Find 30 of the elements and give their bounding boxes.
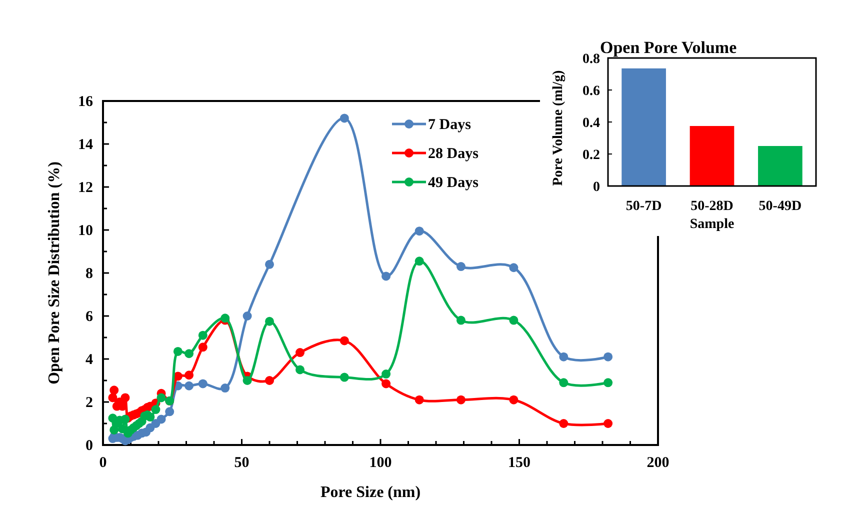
x-tick-label: 0 <box>99 455 107 471</box>
chart-title: Open Pore Volume <box>600 38 738 57</box>
y-tick-label: 14 <box>78 137 94 153</box>
x-tick-label: 50-28D <box>690 199 734 214</box>
y-tick-label: 2 <box>86 395 93 411</box>
x-tick-label: 50-49D <box>758 199 802 214</box>
y-axis-title: Pore Volume (ml/g) <box>551 70 566 186</box>
x-tick-label: 200 <box>646 455 670 471</box>
x-axis-title: Pore Size (nm) <box>320 484 421 501</box>
legend-label: 49 Days <box>428 175 479 191</box>
x-tick-label: 50 <box>234 455 250 471</box>
x-tick-label: 50-7D <box>626 199 662 214</box>
y-tick-label: 12 <box>78 180 93 196</box>
legend-label: 28 Days <box>428 146 479 162</box>
y-tick-label: 0.2 <box>582 148 600 163</box>
y-tick-label: 0.4 <box>582 116 600 131</box>
y-tick-label: 0 <box>86 438 93 454</box>
x-tick-label: 100 <box>369 455 392 471</box>
y-tick-label: 0.6 <box>582 84 600 99</box>
y-axis-title: Open Pore Size Distribution (%) <box>46 162 63 384</box>
x-tick-label: 150 <box>508 455 530 471</box>
y-tick-label: 0 <box>593 180 600 195</box>
y-tick-label: 6 <box>86 309 94 325</box>
y-tick-label: 10 <box>78 223 93 239</box>
y-tick-label: 4 <box>86 352 94 368</box>
y-tick-label: 8 <box>86 266 93 282</box>
x-axis-title: Sample <box>690 217 734 232</box>
y-tick-label: 0.8 <box>582 52 600 67</box>
y-tick-label: 16 <box>78 94 94 110</box>
legend-label: 7 Days <box>428 117 472 133</box>
